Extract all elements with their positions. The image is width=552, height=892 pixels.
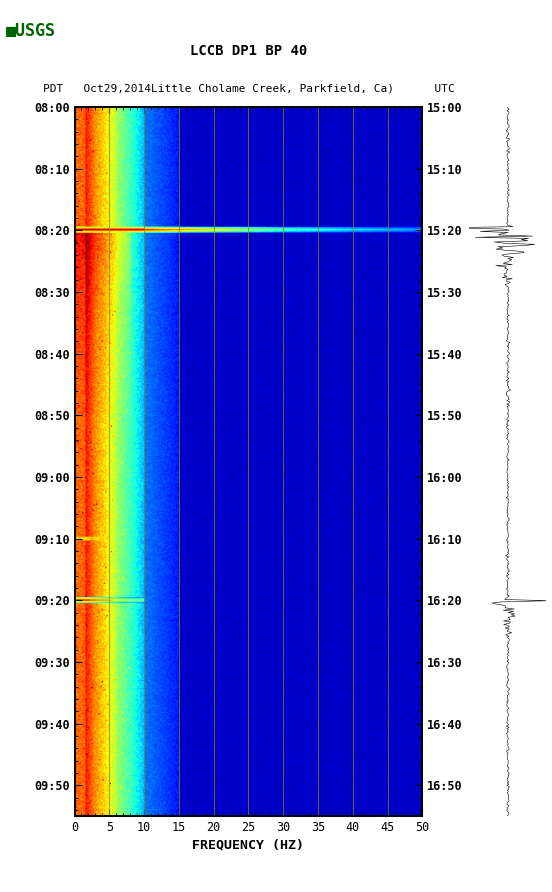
Text: PDT   Oct29,2014Little Cholame Creek, Parkfield, Ca)      UTC: PDT Oct29,2014Little Cholame Creek, Park… [43, 84, 454, 94]
Text: LCCB DP1 BP 40: LCCB DP1 BP 40 [190, 44, 307, 58]
X-axis label: FREQUENCY (HZ): FREQUENCY (HZ) [193, 838, 304, 851]
Text: ■USGS: ■USGS [6, 22, 56, 40]
